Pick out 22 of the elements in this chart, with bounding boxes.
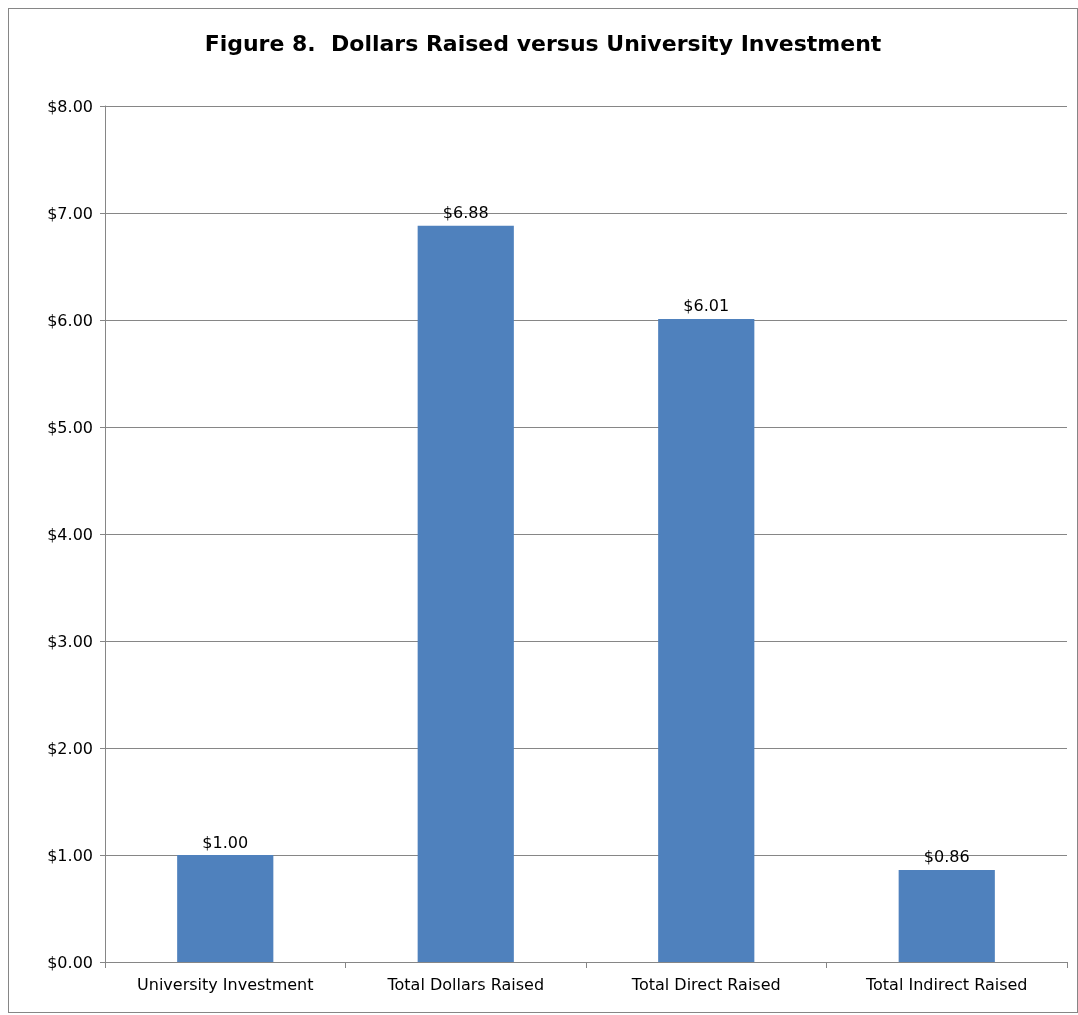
bar	[898, 869, 995, 962]
y-tick-label: $5.00	[47, 417, 93, 437]
y-tick-label: $2.00	[47, 738, 93, 758]
y-tick-label: $6.00	[47, 310, 93, 330]
y-tick-label: $0.00	[47, 952, 93, 972]
data-label: $6.01	[683, 296, 730, 316]
bar	[658, 318, 755, 962]
chart-title: Figure 8. Dollars Raised versus University Investment	[204, 30, 882, 56]
data-label: $1.00	[202, 832, 249, 852]
y-tick-label: $3.00	[47, 631, 93, 651]
bar	[177, 855, 274, 962]
x-tick-label: Total Direct Raised	[630, 974, 781, 994]
x-tick-label: Total Dollars Raised	[386, 974, 545, 994]
x-tick-label: Total Indirect Raised	[865, 974, 1028, 994]
y-tick-label: $8.00	[47, 96, 93, 116]
bar	[417, 225, 514, 962]
data-label: $6.88	[442, 203, 489, 223]
y-tick-label: $4.00	[47, 524, 93, 544]
x-tick-label: University Investment	[137, 974, 314, 994]
data-label: $0.86	[923, 847, 970, 867]
y-tick-label: $7.00	[47, 203, 93, 223]
y-tick-label: $1.00	[47, 845, 93, 865]
